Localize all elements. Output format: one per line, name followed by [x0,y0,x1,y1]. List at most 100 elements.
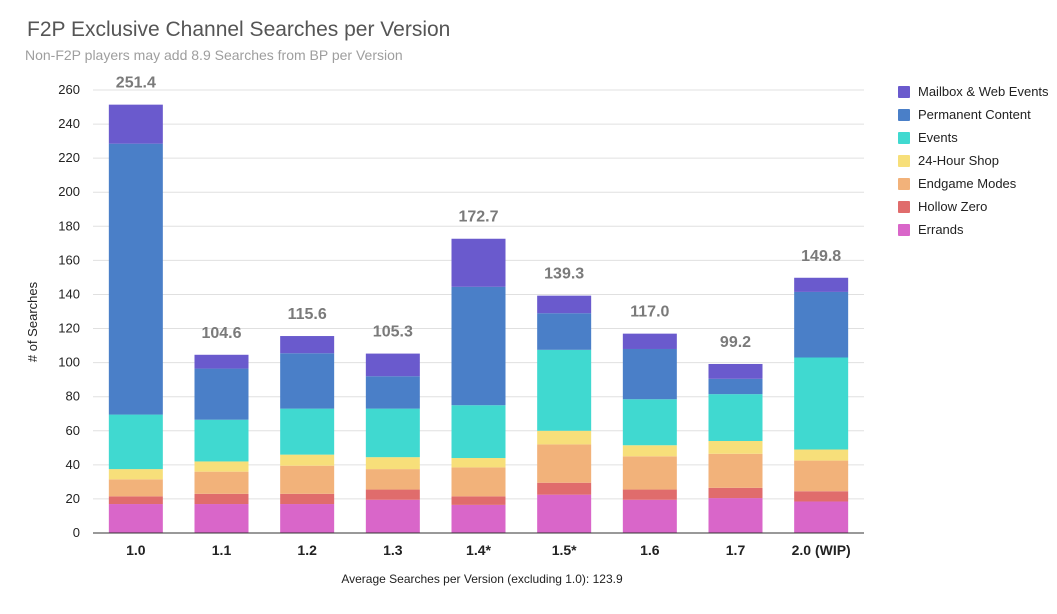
legend-label: 24-Hour Shop [918,153,999,168]
bars [108,104,849,533]
bar-segment [708,440,763,454]
bar-segment [708,498,763,533]
legend-label: Mailbox & Web Events [918,84,1049,99]
bar-segment [108,479,163,497]
bar-segment [365,499,420,533]
legend-label: Hollow Zero [918,199,988,214]
legend-swatch [898,154,910,167]
bar-segment [794,501,849,533]
bar-segment [622,499,677,533]
bar-segment [108,143,163,415]
total-labels: 251.4 104.6 115.6 105.3 172.7 139.3 117.0 99.2 1… [116,75,841,351]
bar-segment [451,467,506,497]
y-tick-label: 40 [66,457,80,472]
bar-segment [280,493,335,505]
bar-segment [280,408,335,455]
bar-segment [451,504,506,533]
x-axis-title: Average Searches per Version (excluding … [341,572,623,586]
bar-segment [451,458,506,468]
bar-segment [280,454,335,466]
bar-segment [365,353,420,377]
bar-segment [622,445,677,457]
bar-segment [622,348,677,400]
chart-title: F2P Exclusive Channel Searches per Versi… [27,18,451,41]
bar-segment [365,408,420,458]
total-label: 99.2 [720,334,751,351]
bar-segment [194,368,249,420]
bar-segment [794,491,849,502]
bar-segment [365,457,420,470]
chart-subtitle: Non-F2P players may add 8.9 Searches fro… [25,47,403,63]
total-label: 139.3 [544,266,584,283]
legend-item: 24-Hour Shop [898,149,1049,172]
bar-segment [537,494,592,533]
x-category-label: 1.6 [640,542,660,558]
x-category-label: 1.3 [383,542,403,558]
y-tick-label: 120 [58,321,80,336]
y-tick-label: 180 [58,218,80,233]
legend-swatch [898,108,910,121]
bar-segment [280,465,335,494]
x-category-label: 1.7 [726,542,746,558]
bar-segment [794,449,849,461]
bar-segment [537,349,592,431]
y-tick-label: 200 [58,184,80,199]
total-label: 149.8 [801,248,841,265]
y-tick-label: 20 [66,491,80,506]
total-label: 104.6 [201,325,241,342]
y-tick-label: 80 [66,389,80,404]
x-category-label: 1.2 [297,542,317,558]
total-label: 105.3 [373,324,413,341]
y-tick-label: 60 [66,423,80,438]
legend-label: Events [918,130,958,145]
bar-segment [794,357,849,450]
bar-segment [451,238,506,287]
bar-segment [280,353,335,409]
bar-segment [108,104,163,144]
bar-segment [194,493,249,505]
legend-item: Events [898,126,1049,149]
bar-segment [708,378,763,395]
y-tick-label: 240 [58,116,80,131]
legend-item: Hollow Zero [898,195,1049,218]
legend-label: Permanent Content [918,107,1031,122]
bar-segment [622,489,677,500]
x-category-label: 1.5* [552,542,577,558]
bar-segment [108,414,163,470]
bar-segment [622,333,677,349]
y-tick-label: 140 [58,286,80,301]
bar-segment [280,336,335,354]
y-tick-label: 0 [73,525,80,540]
x-category-label: 1.1 [212,542,232,558]
legend-label: Errands [918,222,964,237]
y-tick-label: 160 [58,252,80,267]
x-category-label: 2.0 (WIP) [792,542,851,558]
bar-segment [708,487,763,499]
bar-segment [280,504,335,533]
legend-item: Mailbox & Web Events [898,80,1049,103]
bar-segment [794,291,849,358]
legend: Mailbox & Web Events Permanent Content Eve… [898,80,1049,241]
bar-segment [194,504,249,533]
bar-segment [794,277,849,292]
bar-segment [194,461,249,472]
y-axis-title: # of Searches [25,281,40,362]
bar-segment [622,399,677,446]
bar-segment [365,376,420,409]
bar-segment [708,453,763,488]
legend-item: Errands [898,218,1049,241]
y-tick-label: 260 [58,82,80,97]
x-axis-categories: 1.0 1.1 1.2 1.3 1.4* 1.5* 1.6 1.7 2.0 (WIP) [126,542,851,558]
total-label: 172.7 [458,209,498,226]
legend-swatch [898,85,910,98]
bar-segment [537,313,592,350]
total-label: 117.0 [630,304,669,321]
legend-swatch [898,177,910,190]
bar-segment [708,363,763,379]
total-label: 115.6 [288,306,327,323]
bar-segment [365,489,420,500]
legend-item: Endgame Modes [898,172,1049,195]
bar-segment [708,394,763,441]
bar-segment [537,295,592,314]
